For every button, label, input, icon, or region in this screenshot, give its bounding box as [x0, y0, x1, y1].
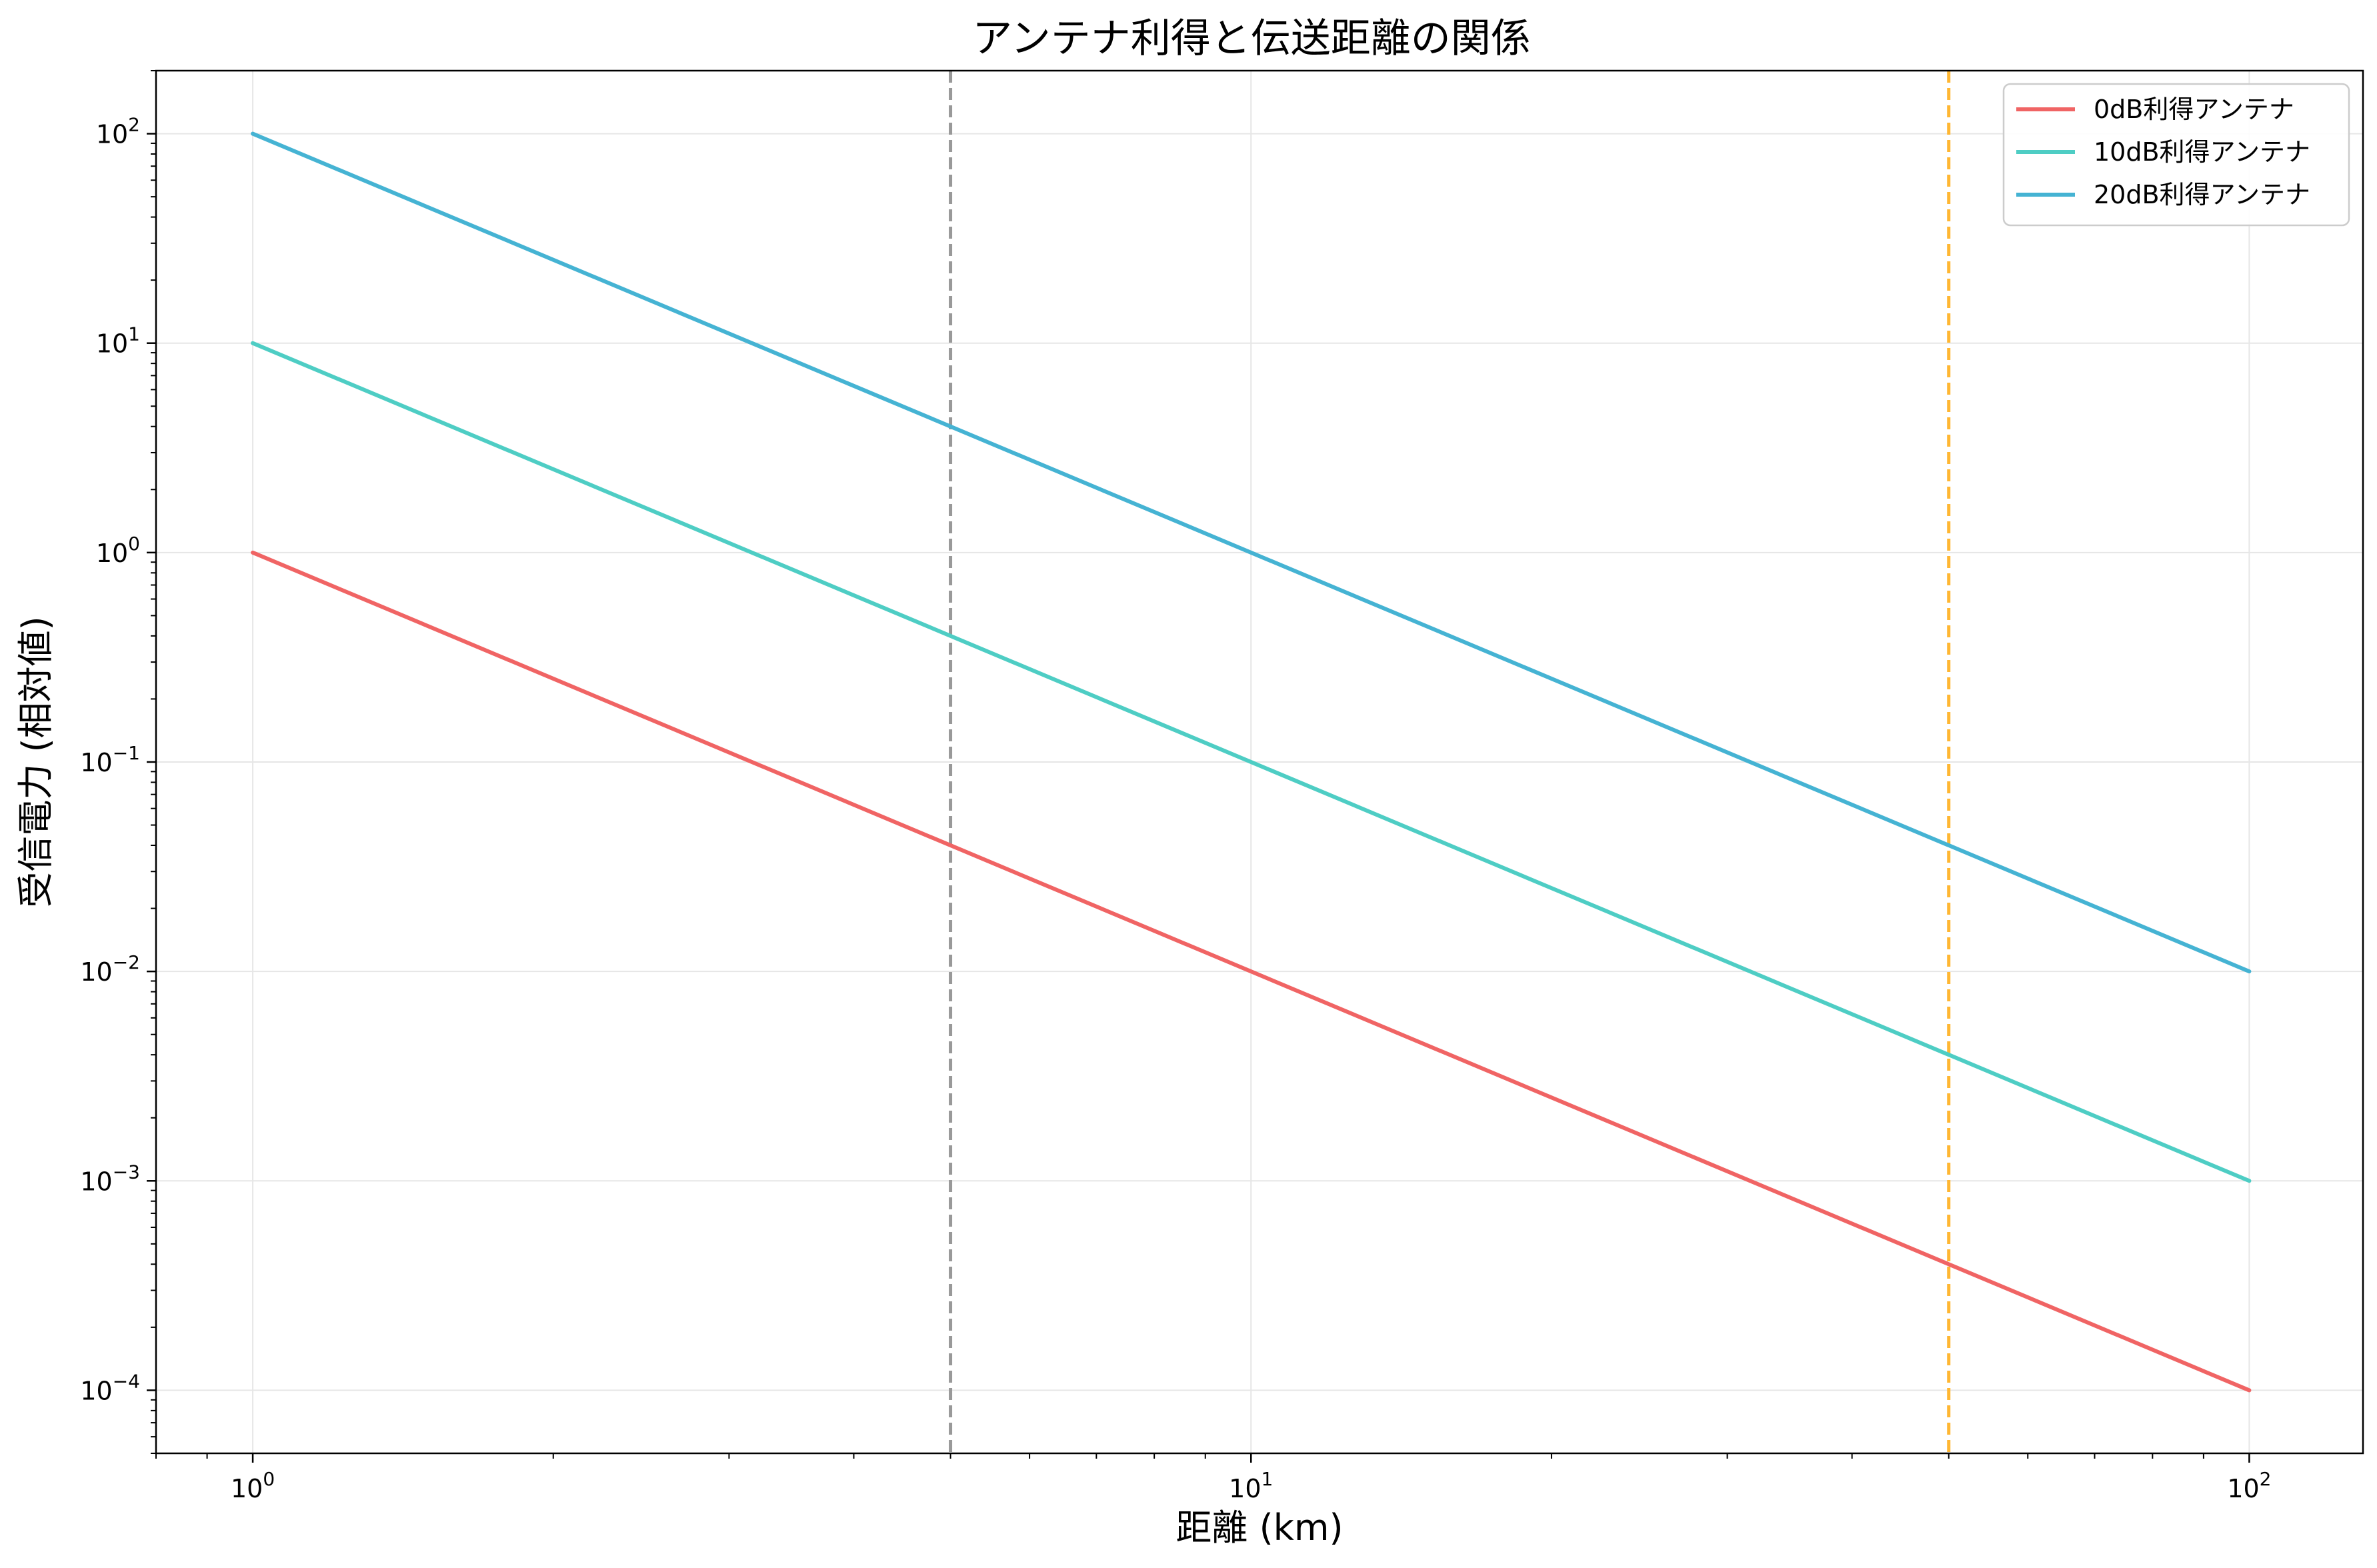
series-line	[251, 341, 2252, 1183]
y-tick-label: 10−2	[80, 951, 140, 987]
legend: 0dB利得アンテナ 10dB利得アンテナ 20dB利得アンテナ	[2002, 83, 2350, 227]
series-line	[251, 131, 2252, 974]
legend-label: 0dB利得アンテナ	[2094, 95, 2294, 124]
series-line	[251, 550, 2252, 1393]
y-tick-label: 100	[96, 533, 140, 568]
y-tick-label: 10−1	[80, 742, 140, 777]
axis-ticks: 100 101 102 10−4 10−3 10−2 10−1 100 101 102	[80, 70, 2272, 1503]
chart-title: アンテナ利得と伝送距離の関係	[972, 15, 1531, 62]
x-tick-label: 101	[1229, 1468, 1273, 1503]
y-tick-label: 10−3	[80, 1161, 140, 1196]
y-tick-label: 101	[96, 323, 140, 359]
legend-label: 20dB利得アンテナ	[2094, 180, 2310, 209]
x-tick-label: 102	[2227, 1468, 2271, 1503]
x-axis-label: 距離 (km)	[1175, 1507, 1343, 1549]
y-axis-label: 受信電力 (相対値)	[15, 616, 57, 907]
series-lines	[251, 131, 2252, 1393]
x-tick-label: 100	[231, 1468, 275, 1503]
grid	[156, 71, 2363, 1453]
y-tick-label: 102	[96, 114, 140, 149]
y-tick-label: 10−4	[80, 1370, 140, 1405]
legend-box	[2002, 83, 2350, 227]
reference-lines	[949, 71, 1951, 1453]
legend-label: 10dB利得アンテナ	[2094, 137, 2310, 167]
